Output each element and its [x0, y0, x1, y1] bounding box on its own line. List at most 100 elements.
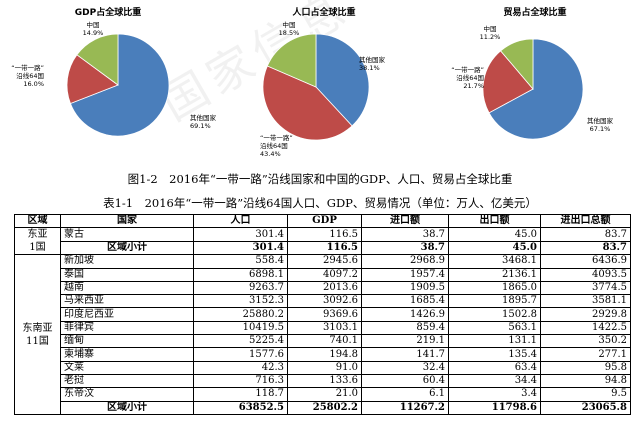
pie-slice — [262, 65, 353, 141]
pie-slice — [266, 33, 317, 88]
value-cell: 11798.6 — [448, 400, 541, 415]
value-cell: 194.8 — [287, 347, 362, 362]
value-cell: 83.7 — [540, 240, 631, 256]
slice-label: 其他国家 38.1% — [359, 55, 386, 72]
value-cell: 4097.2 — [287, 267, 362, 282]
value-cell: 859.4 — [361, 320, 449, 336]
region-cell: 东南亚 11国 — [14, 254, 61, 415]
value-cell: 116.5 — [287, 240, 362, 256]
value-cell: 558.4 — [193, 254, 288, 269]
pie-slice — [488, 38, 584, 140]
value-cell: 3581.1 — [540, 294, 631, 309]
table-header-row: 区域 国家 人口 GDP 进口额 出口额 进出口总额 — [14, 213, 631, 229]
value-cell: 45.0 — [448, 240, 541, 256]
value-cell: 116.5 — [287, 227, 362, 242]
table-caption: 表1-1 2016年“一带一路”沿线64国人口、GDP、贸易情况（单位：万人、亿… — [103, 196, 537, 210]
value-cell: 6436.9 — [540, 254, 631, 269]
value-cell: 9.5 — [540, 387, 631, 402]
value-cell: 25880.2 — [193, 307, 288, 322]
value-cell: 94.8 — [540, 373, 631, 389]
value-cell: 6.1 — [361, 387, 449, 402]
value-cell: 301.4 — [193, 240, 288, 256]
chart-title: 人口占全球比重 — [291, 6, 355, 18]
country-cell: 马来西亚 — [60, 294, 194, 309]
value-cell: 5225.4 — [193, 334, 288, 349]
value-cell: 83.7 — [540, 227, 631, 242]
value-cell: 10419.5 — [193, 320, 288, 336]
value-cell: 25802.2 — [287, 400, 362, 415]
table-row: 越南 9263.7 2013.6 1909.5 1865.0 3774.5 — [15, 280, 631, 296]
value-cell: 34.4 — [448, 373, 541, 389]
value-cell: 1502.8 — [448, 307, 541, 322]
pie-slice — [500, 38, 534, 91]
country-cell: 印度尼西亚 — [60, 307, 194, 322]
value-cell: 3774.5 — [540, 280, 631, 296]
data-table: 区域 国家 人口 GDP 进口额 出口额 进出口总额 东亚 1国 蒙古 301.4 116.5 38.… — [14, 213, 631, 415]
country-cell: 越南 — [60, 280, 194, 296]
table-row: 文莱 42.3 91.0 32.4 63.4 95.8 — [15, 360, 631, 375]
value-cell: 219.1 — [361, 334, 449, 349]
value-cell: 1577.6 — [193, 347, 288, 362]
value-cell: 32.4 — [361, 360, 449, 375]
chart-title: GDP占全球比重 — [75, 6, 141, 18]
value-cell: 11267.2 — [361, 400, 449, 415]
value-cell: 3103.1 — [287, 320, 362, 336]
column-header: 进口额 — [361, 213, 449, 229]
table-row: 马来西亚 3152.3 3092.6 1685.4 1895.7 3581.1 — [15, 294, 631, 309]
value-cell: 2968.9 — [361, 254, 449, 269]
value-cell: 141.7 — [361, 347, 449, 362]
table-row: 印度尼西亚 25880.2 9369.6 1426.9 1502.8 2929.8 — [15, 307, 631, 322]
subtotal-row: 区域小计 301.4 116.5 38.7 45.0 83.7 — [15, 240, 631, 256]
country-cell: 柬埔寨 — [60, 347, 194, 362]
table-row: 东帝汶 118.7 21.0 6.1 3.4 9.5 — [15, 387, 631, 402]
slice-label: 其他国家 69.1% — [190, 113, 217, 130]
value-cell: 133.6 — [287, 373, 362, 389]
slice-label: “一带一路”沿线64国 43.4% — [260, 133, 293, 158]
value-cell: 1426.9 — [361, 307, 449, 322]
value-cell: 3.4 — [448, 387, 541, 402]
value-cell: 2929.8 — [540, 307, 631, 322]
value-cell: 2013.6 — [287, 280, 362, 296]
table-row: 泰国 6898.1 4097.2 1957.4 2136.1 4093.5 — [15, 267, 631, 282]
column-header: 进出口总额 — [540, 213, 631, 229]
value-cell: 63852.5 — [193, 400, 288, 415]
value-cell: 21.0 — [287, 387, 362, 402]
table-row: 东亚 1国 蒙古 301.4 116.5 38.7 45.0 83.7 — [14, 227, 631, 256]
subtotal-row: 区域小计 63852.5 25802.2 11267.2 11798.6 23065.8 — [15, 400, 631, 415]
figure-caption: 图1-2 2016年“一带一路”沿线国家和中国的GDP、人口、贸易占全球比重 — [127, 172, 513, 186]
value-cell: 9369.6 — [287, 307, 362, 322]
country-cell: 蒙古 — [60, 227, 194, 242]
country-cell: 新加坡 — [60, 254, 194, 269]
slice-label: 中国 14.9% — [83, 20, 104, 37]
value-cell: 4093.5 — [540, 267, 631, 282]
column-header: 人口 — [193, 213, 288, 229]
column-header: 出口额 — [448, 213, 541, 229]
value-cell: 23065.8 — [540, 400, 631, 415]
value-cell: 1909.5 — [361, 280, 449, 296]
column-header: 区域 — [14, 213, 61, 229]
value-cell: 95.8 — [540, 360, 631, 375]
slice-label: 其他国家 67.1% — [587, 116, 614, 133]
value-cell: 60.4 — [361, 373, 449, 389]
value-cell: 118.7 — [193, 387, 288, 402]
pie-slice — [66, 54, 119, 104]
value-cell: 91.0 — [287, 360, 362, 375]
pie-slice — [482, 50, 534, 114]
country-cell: 文莱 — [60, 360, 194, 375]
slice-label: “一带一路”沿线64国 21.7% — [451, 65, 484, 90]
value-cell: 563.1 — [448, 320, 541, 336]
country-cell: 泰国 — [60, 267, 194, 282]
table-row: 东南亚 11国 新加坡 558.4 2945.6 2968.9 3468.1 6436.9 — [14, 254, 631, 415]
value-cell: 135.4 — [448, 347, 541, 362]
country-cell: 区域小计 — [60, 400, 194, 415]
country-cell: 老挝 — [60, 373, 194, 389]
table-row: 老挝 716.3 133.6 60.4 34.4 94.8 — [15, 373, 631, 389]
country-cell: 区域小计 — [60, 240, 194, 256]
value-cell: 6898.1 — [193, 267, 288, 282]
value-cell: 45.0 — [448, 227, 541, 242]
value-cell: 350.2 — [540, 334, 631, 349]
pie-slice — [315, 33, 370, 127]
pie-slice — [76, 33, 119, 86]
value-cell: 3092.6 — [287, 294, 362, 309]
chart-title: 贸易占全球比重 — [503, 6, 566, 18]
